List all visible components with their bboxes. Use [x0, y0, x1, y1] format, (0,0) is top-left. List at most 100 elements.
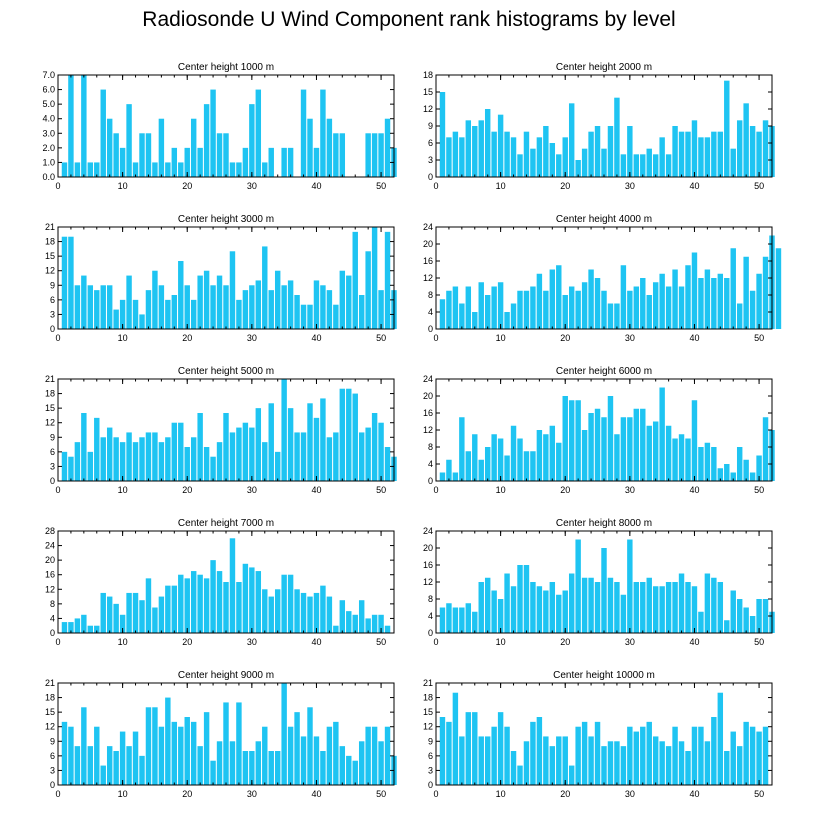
- bar: [484, 295, 491, 329]
- bar: [614, 741, 620, 785]
- x-tick-label: 30: [247, 181, 257, 191]
- bar: [730, 148, 736, 177]
- bar: [171, 422, 178, 481]
- bar: [171, 295, 178, 329]
- bar: [698, 278, 704, 329]
- bar: [698, 447, 704, 481]
- bar: [491, 726, 497, 785]
- bar: [300, 89, 307, 177]
- bar: [549, 425, 556, 481]
- bar: [203, 104, 210, 177]
- bar: [87, 285, 94, 329]
- bar: [627, 539, 633, 633]
- bar: [685, 751, 691, 785]
- x-tick-label: 50: [376, 485, 386, 495]
- bar: [255, 280, 262, 329]
- bar: [627, 290, 633, 329]
- bar: [255, 408, 262, 481]
- bar: [439, 92, 446, 177]
- x-tick-label: 40: [311, 485, 321, 495]
- bar: [659, 137, 665, 177]
- bar: [756, 599, 762, 633]
- bar: [640, 726, 646, 785]
- bar: [581, 282, 588, 329]
- bar: [339, 600, 346, 633]
- y-tick-label: 20: [423, 239, 433, 249]
- x-tick-label: 20: [560, 637, 570, 647]
- bar: [504, 312, 510, 329]
- bar: [510, 425, 517, 481]
- bar: [491, 131, 497, 177]
- y-tick-label: 8: [428, 442, 433, 452]
- y-tick-label: 6: [50, 751, 55, 761]
- bar: [711, 717, 717, 785]
- panel-title: Center height 5000 m: [178, 366, 274, 377]
- panel-title: Center height 7000 m: [178, 518, 274, 529]
- bar: [320, 398, 326, 481]
- x-tick-label: 50: [376, 181, 386, 191]
- y-tick-label: 9: [428, 736, 433, 746]
- bar: [459, 137, 465, 177]
- bar: [81, 707, 87, 785]
- bar: [556, 154, 562, 177]
- bar: [358, 600, 365, 633]
- x-tick-label: 40: [311, 333, 321, 343]
- bar: [724, 278, 730, 329]
- bar: [717, 468, 724, 481]
- bar: [762, 120, 769, 177]
- x-tick-label: 30: [247, 333, 257, 343]
- x-tick-label: 0: [433, 637, 438, 647]
- y-tick-label: 0: [428, 780, 433, 790]
- bar: [371, 614, 378, 633]
- bar: [274, 589, 281, 633]
- bar: [510, 586, 517, 633]
- bar: [287, 408, 294, 481]
- bar: [132, 162, 139, 177]
- bar: [229, 538, 236, 633]
- bar: [640, 408, 646, 481]
- bar: [472, 126, 478, 177]
- bar: [607, 126, 614, 177]
- bar: [607, 577, 614, 633]
- bar: [87, 625, 94, 633]
- bar: [274, 451, 281, 481]
- bar: [601, 417, 607, 481]
- bar: [523, 741, 530, 785]
- bar: [210, 560, 216, 633]
- bar: [730, 472, 736, 481]
- bar: [581, 577, 588, 633]
- bar: [100, 89, 106, 177]
- bar: [384, 118, 391, 177]
- bar: [358, 295, 365, 329]
- bar: [203, 578, 210, 633]
- bar: [378, 133, 384, 177]
- bar: [562, 137, 568, 177]
- bar: [717, 692, 724, 785]
- bar: [743, 607, 749, 633]
- y-tick-label: 28: [45, 526, 55, 536]
- bar: [74, 618, 81, 633]
- bar: [352, 231, 358, 329]
- x-tick-label: 10: [118, 485, 128, 495]
- bar: [588, 413, 594, 481]
- x-tick-label: 10: [118, 333, 128, 343]
- bar: [452, 286, 459, 329]
- bar: [184, 147, 190, 177]
- bar: [484, 447, 491, 481]
- histogram-panel-1: Center height 1000 m 0.0 1.0 2.0 3.0 4.0 5.0 6.…: [42, 62, 397, 191]
- bar: [126, 275, 132, 329]
- y-tick-label: 18: [423, 70, 433, 80]
- x-tick-label: 10: [496, 789, 506, 799]
- bar: [497, 712, 504, 785]
- bar: [459, 607, 465, 633]
- bar: [81, 614, 87, 633]
- bar: [510, 137, 517, 177]
- bar: [68, 236, 74, 329]
- bar: [68, 456, 74, 481]
- x-tick-label: 0: [55, 333, 60, 343]
- bar: [210, 760, 216, 785]
- x-tick-label: 20: [182, 637, 192, 647]
- bar: [249, 285, 255, 329]
- bar: [711, 278, 717, 329]
- x-tick-label: 40: [311, 789, 321, 799]
